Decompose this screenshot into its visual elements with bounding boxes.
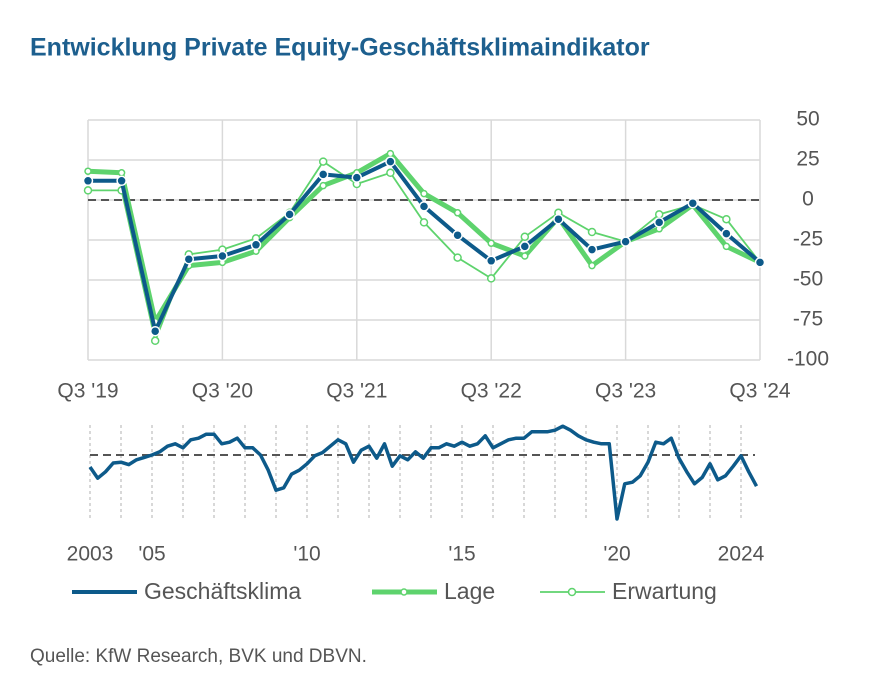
data-point (419, 218, 429, 227)
data-point (587, 227, 597, 237)
x-tick-label: Q3 '20 (192, 380, 253, 403)
y-tick-label: 25 (796, 148, 819, 171)
data-point (520, 232, 530, 242)
x-tick-label: Q3 '21 (326, 380, 387, 403)
data-point (386, 168, 395, 178)
data-point (217, 250, 228, 262)
data-point (754, 257, 766, 268)
legend-label: Erwartung (612, 578, 717, 604)
legend-label: Lage (444, 578, 495, 604)
data-point (284, 209, 295, 220)
data-point (521, 252, 529, 260)
data-point (351, 172, 363, 183)
data-point (486, 274, 496, 283)
data-point (183, 253, 195, 265)
data-point (418, 201, 430, 212)
data-point (653, 217, 665, 228)
chart-title: Entwicklung Private Equity-Geschäftsklim… (30, 34, 650, 62)
y-tick-label: -50 (793, 268, 823, 291)
data-point (420, 189, 428, 198)
x-tick-label: '20 (603, 543, 630, 566)
y-tick-label: -75 (793, 308, 823, 331)
series-line (88, 159, 762, 334)
data-point (722, 242, 731, 251)
series-line (88, 424, 759, 521)
x-tick-label: Q3 '19 (57, 380, 118, 403)
y-tick-label: -25 (793, 228, 823, 251)
y-tick-label: -100 (787, 348, 829, 371)
data-point (588, 261, 596, 270)
x-tick-label: 2024 (718, 543, 765, 566)
data-point (519, 241, 531, 252)
y-tick-label: 50 (796, 108, 819, 131)
data-point (84, 167, 92, 175)
legend-marker (400, 588, 408, 596)
data-point (553, 213, 564, 225)
series-line (87, 151, 762, 325)
y-tick-label: 0 (802, 188, 814, 211)
data-point (620, 236, 631, 247)
data-point (453, 209, 462, 217)
data-point (117, 169, 126, 177)
data-point (149, 325, 161, 337)
data-point (452, 229, 463, 241)
data-point (453, 253, 462, 262)
data-point (319, 181, 327, 190)
x-tick-label: Q3 '22 (461, 380, 522, 403)
data-point (654, 210, 664, 219)
data-point (386, 149, 395, 158)
x-tick-label: 2003 (67, 543, 114, 566)
data-point (317, 169, 329, 180)
data-point (83, 186, 93, 195)
x-tick-label: '10 (293, 543, 320, 566)
legend-marker (567, 587, 577, 597)
data-point (318, 157, 328, 166)
data-point (150, 336, 160, 346)
x-tick-label: Q3 '23 (595, 380, 656, 403)
data-point (82, 175, 94, 187)
data-point (116, 175, 127, 187)
source: Quelle: KfW Research, BVK und DBVN. (30, 646, 367, 667)
data-point (487, 239, 495, 247)
x-tick-label: '15 (448, 543, 475, 566)
x-tick-label: Q3 '24 (729, 380, 791, 403)
data-point (385, 156, 396, 167)
data-point (721, 228, 732, 239)
data-point (485, 255, 497, 267)
data-point (250, 239, 262, 251)
legend-label: Geschäftsklima (144, 578, 301, 604)
data-point (722, 214, 731, 224)
data-point (586, 244, 598, 255)
x-tick-label: '05 (138, 543, 165, 566)
data-point (687, 197, 699, 209)
